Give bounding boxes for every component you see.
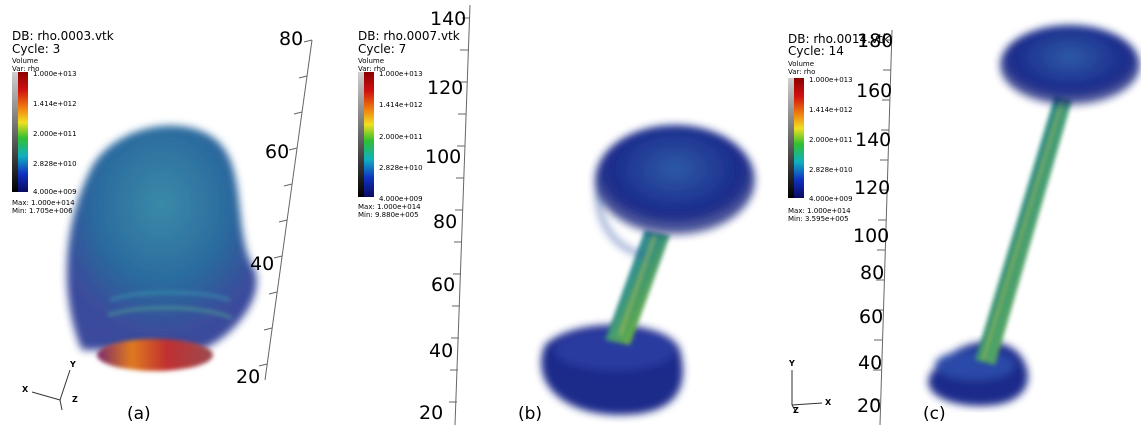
- axis-ruler-c: [872, 29, 893, 426]
- var-label: Var: rho: [788, 68, 816, 76]
- min-label: Min: 3.595e+005: [788, 215, 849, 223]
- axis-tick-label: 60: [431, 274, 456, 296]
- legend-tick: 4.000e+009: [809, 195, 853, 203]
- legend-tick: 2.000e+011: [33, 130, 77, 138]
- triad-z-label: Z: [793, 406, 799, 415]
- axis-tick-label: 120: [854, 177, 891, 199]
- axis-ruler-b: [449, 4, 471, 426]
- legend-tick: 4.000e+009: [33, 188, 77, 196]
- cycle-label: Cycle: 14: [788, 44, 844, 58]
- legend-tick: 1.414e+012: [809, 106, 853, 114]
- var-label: Var: rho: [358, 65, 386, 73]
- min-label: Min: 1.705e+006: [12, 207, 73, 215]
- axis-tick-label: 40: [858, 352, 883, 374]
- panel-b: DB: rho.0007.vtk Cycle: 7 Volume Var: rh…: [355, 0, 775, 428]
- orientation-triad-a: [31, 369, 71, 411]
- panel-caption: (b): [518, 404, 543, 424]
- legend-tick: 1.414e+012: [33, 100, 77, 108]
- plot-type-label: Volume: [358, 57, 385, 65]
- db-label: DB: rho.0014.vtk: [788, 32, 890, 46]
- max-label: Max: 1.000e+014: [358, 203, 421, 211]
- max-label: Max: 1.000e+014: [12, 199, 75, 207]
- legend-tick: 1.000e+013: [379, 70, 423, 78]
- axis-tick-label: 60: [265, 141, 290, 163]
- legend-colorbar: [358, 72, 374, 197]
- min-label: Min: 9.880e+005: [358, 211, 419, 219]
- legend-tick: 1.000e+013: [809, 76, 853, 84]
- axis-ruler-a: [258, 39, 313, 381]
- legend-tick: 1.000e+013: [33, 70, 77, 78]
- axis-tick-label: 140: [855, 129, 892, 151]
- volume-render-b: [541, 125, 755, 415]
- volume-render-a: [66, 125, 257, 371]
- axis-tick-label: 20: [857, 395, 882, 417]
- legend-colorbar: [12, 72, 28, 192]
- triad-y-label: Y: [789, 359, 795, 368]
- legend-colorbar: [788, 78, 804, 198]
- panel-caption: (c): [923, 404, 946, 424]
- cycle-label: Cycle: 7: [358, 42, 407, 56]
- legend-tick: 2.828e+010: [379, 164, 423, 172]
- triad-x-label: X: [825, 398, 832, 407]
- legend-tick: 1.414e+012: [379, 101, 423, 109]
- triad-y-label: Y: [70, 360, 76, 369]
- axis-tick-label: 40: [250, 253, 275, 275]
- axis-tick-label: 20: [419, 402, 444, 424]
- axis-tick-label: 100: [853, 225, 890, 247]
- axis-tick-label: 80: [433, 211, 458, 233]
- legend-tick: 2.000e+011: [379, 133, 423, 141]
- triad-x-label: X: [22, 385, 29, 394]
- db-label: DB: rho.0007.vtk: [358, 29, 460, 43]
- db-label: DB: rho.0003.vtk: [12, 29, 114, 43]
- axis-tick-label: 140: [430, 8, 467, 30]
- axis-tick-label: 20: [236, 366, 261, 388]
- orientation-triad-c: [791, 370, 823, 413]
- var-label: Var: rho: [12, 65, 40, 73]
- axis-tick-label: 80: [860, 262, 885, 284]
- legend-tick: 2.828e+010: [33, 160, 77, 168]
- panel-a: DB: rho.0003.vtk Cycle: 3 Volume Var: rh…: [0, 0, 360, 428]
- panel-caption: (a): [127, 404, 151, 424]
- axis-tick-label: 80: [279, 28, 304, 50]
- axis-tick-label: 180: [857, 30, 894, 52]
- axis-tick-label: 40: [429, 340, 454, 362]
- plot-type-label: Volume: [788, 60, 815, 68]
- axis-tick-label: 60: [859, 306, 884, 328]
- panel-c: DB: rho.0014.vtk Cycle: 14 Volume Var: r…: [780, 0, 1141, 428]
- triad-z-label: Z: [72, 395, 78, 404]
- max-label: Max: 1.000e+014: [788, 207, 851, 215]
- plot-type-label: Volume: [12, 57, 39, 65]
- axis-tick-label: 100: [425, 146, 462, 168]
- legend-tick: 2.000e+011: [809, 136, 853, 144]
- legend-tick: 2.828e+010: [809, 166, 853, 174]
- volume-render-c: [928, 25, 1140, 406]
- axis-tick-label: 160: [856, 80, 893, 102]
- legend-tick: 4.000e+009: [379, 195, 423, 203]
- axis-tick-label: 120: [427, 77, 464, 99]
- cycle-label: Cycle: 3: [12, 42, 61, 56]
